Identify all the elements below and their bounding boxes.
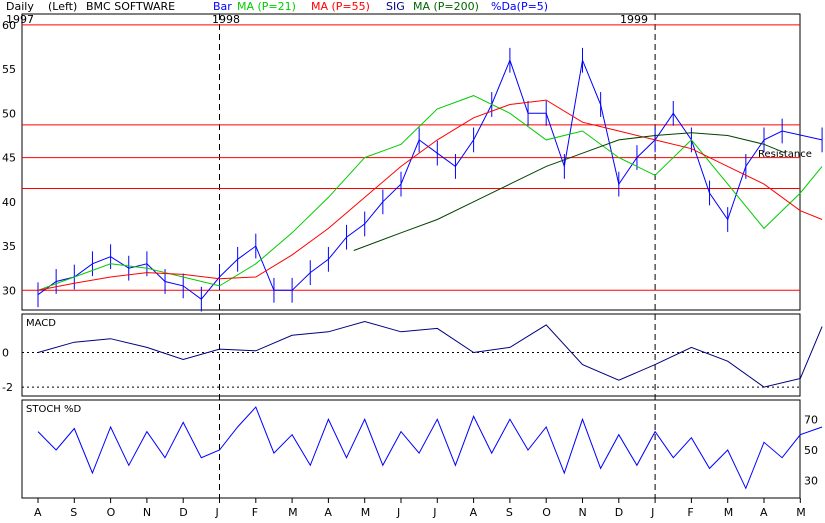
legend-ma55: MA (P=55) — [311, 0, 370, 13]
month-label-9: M — [361, 506, 371, 519]
price-ytick-60: 60 — [2, 19, 16, 32]
macd-ytick--2: -2 — [2, 381, 13, 394]
price-panel-frame — [21, 13, 801, 311]
stoch-ytick-50: 50 — [804, 444, 818, 457]
legend-ma200: MA (P=200) — [413, 0, 479, 13]
legend-da: %Da(P=5) — [491, 0, 548, 13]
month-label-1: S — [70, 506, 77, 519]
legend-ma21: MA (P=21) — [237, 0, 296, 13]
price-ytick-35: 35 — [2, 240, 16, 253]
ticker-label: BMC SOFTWARE — [86, 0, 175, 13]
stoch-series-stoch-d — [37, 406, 823, 490]
price-ytick-45: 45 — [2, 152, 16, 165]
macd-ytick-0: 0 — [2, 347, 9, 360]
month-label-15: N — [579, 506, 587, 519]
chart-header: Daily (Left) BMC SOFTWARE Bar MA (P=21) … — [6, 0, 548, 13]
month-label-6: F — [252, 506, 258, 519]
month-label-11: J — [432, 506, 436, 519]
legend-bar: Bar — [213, 0, 232, 13]
month-label-14: O — [542, 506, 551, 519]
price-series-bar — [37, 58, 823, 300]
year-label-1999: 1999 — [620, 13, 648, 26]
scale-label: (Left) — [48, 0, 77, 13]
month-label-21: M — [796, 506, 806, 519]
month-label-17: J — [650, 506, 654, 519]
month-label-13: S — [506, 506, 513, 519]
month-label-10: J — [396, 506, 400, 519]
year-label-1998: 1998 — [212, 13, 240, 26]
stoch-ytick-70: 70 — [804, 413, 818, 426]
month-label-18: F — [687, 506, 693, 519]
legend-sig: SIG — [386, 0, 405, 13]
month-label-12: A — [470, 506, 478, 519]
month-label-19: M — [724, 506, 734, 519]
stoch-panel-frame — [21, 399, 801, 499]
month-label-20: A — [760, 506, 768, 519]
month-label-5: J — [215, 506, 219, 519]
macd-series-macd — [37, 320, 823, 388]
macd-panel-frame — [21, 313, 801, 397]
stoch-title: STOCH %D — [26, 404, 82, 415]
macd-title: MACD — [26, 318, 56, 329]
resistance-annotation: Resistance — [758, 149, 812, 160]
month-label-7: M — [288, 506, 298, 519]
price-series-ma-p-200- — [353, 132, 786, 251]
stoch-ytick-30: 30 — [804, 475, 818, 488]
month-label-3: N — [143, 506, 151, 519]
month-label-4: D — [179, 506, 187, 519]
price-ytick-50: 50 — [2, 107, 16, 120]
period-label: Daily — [6, 0, 34, 13]
month-label-16: D — [615, 506, 623, 519]
month-label-8: A — [324, 506, 332, 519]
price-series-ma-p-55- — [37, 99, 823, 291]
price-ytick-40: 40 — [2, 196, 16, 209]
price-ytick-30: 30 — [2, 284, 16, 297]
month-label-2: O — [107, 506, 116, 519]
price-ytick-55: 55 — [2, 63, 16, 76]
year-label-1997: 1997 — [6, 13, 34, 26]
month-label-0: A — [34, 506, 42, 519]
chart-layers: 30 35 40 45 50 55 60 -2 0 30 50 70 A S O N D J F M A M J J A S O N D… — [2, 14, 823, 519]
